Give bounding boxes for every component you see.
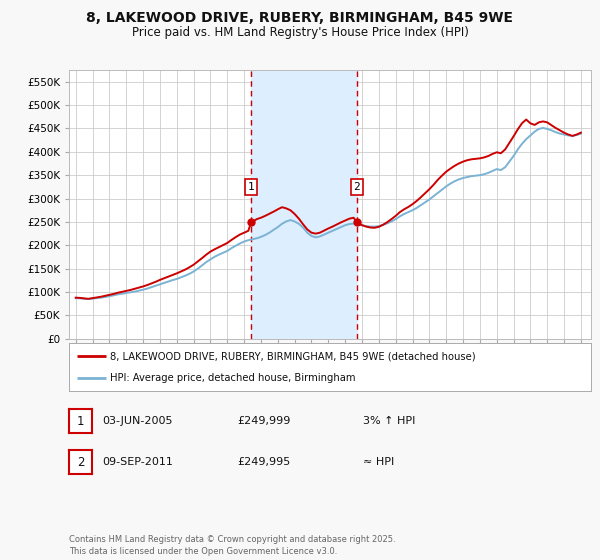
Text: 2: 2: [77, 455, 84, 469]
Text: HPI: Average price, detached house, Birmingham: HPI: Average price, detached house, Birm…: [110, 373, 355, 383]
Text: 3% ↑ HPI: 3% ↑ HPI: [363, 416, 415, 426]
Text: 09-SEP-2011: 09-SEP-2011: [102, 457, 173, 467]
Text: Price paid vs. HM Land Registry's House Price Index (HPI): Price paid vs. HM Land Registry's House …: [131, 26, 469, 39]
Bar: [251, 70, 357, 339]
Text: 8, LAKEWOOD DRIVE, RUBERY, BIRMINGHAM, B45 9WE (detached house): 8, LAKEWOOD DRIVE, RUBERY, BIRMINGHAM, B…: [110, 351, 475, 361]
Text: 2: 2: [353, 182, 360, 192]
Text: £249,999: £249,999: [237, 416, 290, 426]
Text: 1: 1: [248, 182, 254, 192]
Text: ≈ HPI: ≈ HPI: [363, 457, 394, 467]
Text: £249,995: £249,995: [237, 457, 290, 467]
Text: 8, LAKEWOOD DRIVE, RUBERY, BIRMINGHAM, B45 9WE: 8, LAKEWOOD DRIVE, RUBERY, BIRMINGHAM, B…: [86, 11, 514, 25]
Text: Contains HM Land Registry data © Crown copyright and database right 2025.
This d: Contains HM Land Registry data © Crown c…: [69, 535, 395, 556]
Text: 1: 1: [77, 414, 84, 428]
Text: 03-JUN-2005: 03-JUN-2005: [102, 416, 173, 426]
